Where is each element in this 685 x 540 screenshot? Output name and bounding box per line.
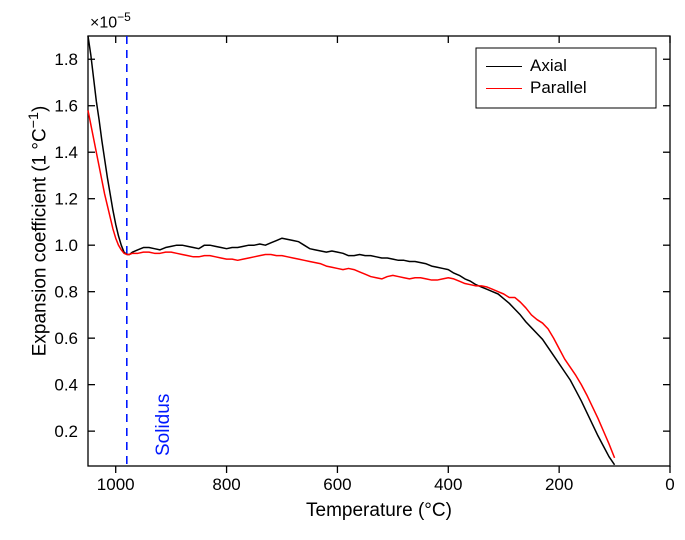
- y-exponent-label: ×10−5: [90, 10, 131, 32]
- svg-text:1.8: 1.8: [54, 50, 78, 69]
- svg-text:0.4: 0.4: [54, 376, 78, 395]
- svg-text:1.6: 1.6: [54, 97, 78, 116]
- legend-swatch: [486, 88, 522, 89]
- svg-text:1.0: 1.0: [54, 236, 78, 255]
- svg-text:1000: 1000: [97, 475, 135, 494]
- svg-text:0.2: 0.2: [54, 422, 78, 441]
- svg-text:800: 800: [212, 475, 240, 494]
- legend-label: Parallel: [530, 78, 587, 98]
- legend-swatch: [486, 66, 522, 67]
- svg-text:1.2: 1.2: [54, 190, 78, 209]
- svg-text:200: 200: [545, 475, 573, 494]
- legend-item: Parallel: [486, 77, 587, 99]
- legend: AxialParallel: [486, 55, 587, 99]
- svg-text:1.4: 1.4: [54, 143, 78, 162]
- chart-container: 1000 800 600 400 200 0 0.2 0.4 0.6 0.8 1.0 1.2 1.4 1.…: [0, 0, 685, 540]
- legend-label: Axial: [530, 56, 567, 76]
- solidus-label: Solidus: [153, 394, 175, 456]
- x-axis-label: Temperature (°C): [289, 500, 469, 522]
- y-axis-label: Expansion coefficient (1 °C−1): [26, 81, 51, 381]
- svg-text:0: 0: [665, 475, 674, 494]
- svg-text:400: 400: [434, 475, 462, 494]
- svg-text:0.6: 0.6: [54, 329, 78, 348]
- legend-item: Axial: [486, 55, 587, 77]
- svg-text:600: 600: [323, 475, 351, 494]
- svg-text:0.8: 0.8: [54, 283, 78, 302]
